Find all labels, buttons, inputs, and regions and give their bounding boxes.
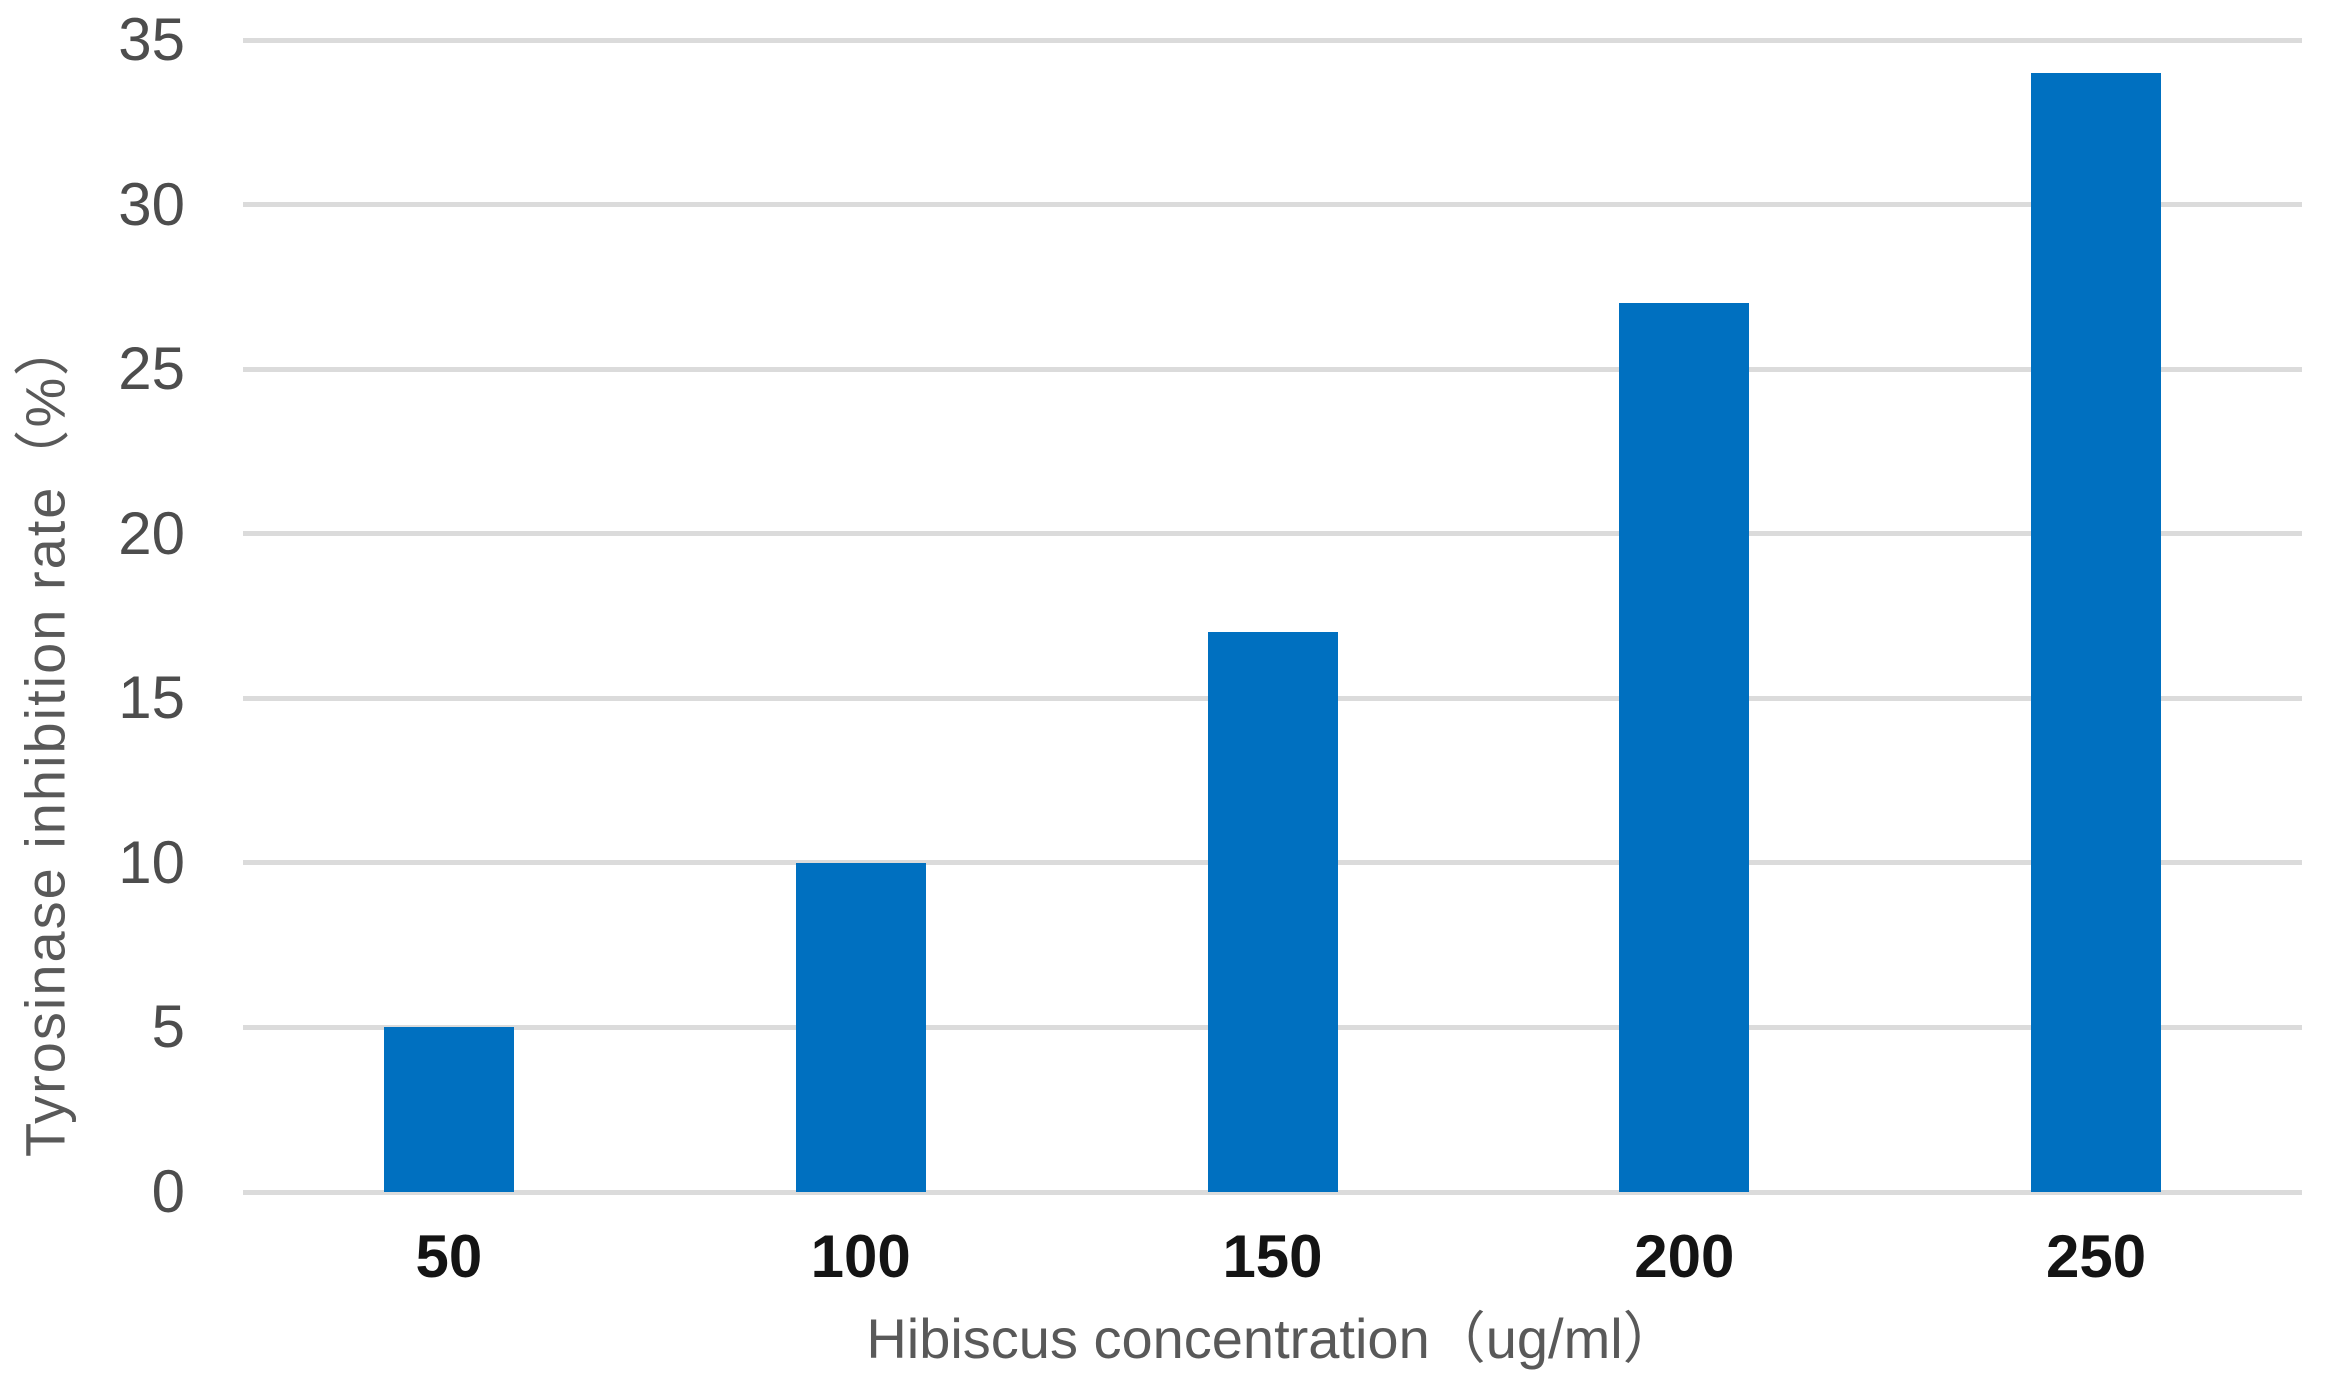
y-tick-label: 0 — [151, 1158, 185, 1225]
y-tick-label: 20 — [118, 499, 185, 567]
bar — [795, 862, 926, 1192]
bar — [1619, 303, 1750, 1192]
bar — [2031, 72, 2162, 1192]
x-tick-label: 100 — [810, 1223, 911, 1290]
y-tick-label: 5 — [151, 993, 185, 1061]
x-tick-label: 50 — [415, 1223, 483, 1290]
gridline — [243, 1189, 2302, 1195]
gridline — [243, 37, 2302, 43]
x-tick-label: 200 — [1634, 1223, 1735, 1290]
x-tick-label: 150 — [1222, 1223, 1323, 1290]
gridline — [243, 531, 2302, 537]
bar — [383, 1027, 514, 1192]
gridline — [243, 202, 2302, 208]
y-tick-label: 10 — [118, 828, 185, 896]
y-tick-label: 30 — [118, 170, 185, 238]
x-axis-title: Hibiscus concentration（ug/ml） — [866, 1307, 1679, 1370]
y-tick-label: 25 — [118, 335, 185, 403]
y-tick-label: 35 — [118, 6, 185, 73]
gridline — [243, 366, 2302, 372]
x-tick-label: 250 — [2046, 1223, 2147, 1290]
bar — [1207, 632, 1338, 1192]
plot-area: 50 100 150 200 250 — [243, 37, 2302, 1288]
y-tick-label: 15 — [118, 664, 185, 732]
